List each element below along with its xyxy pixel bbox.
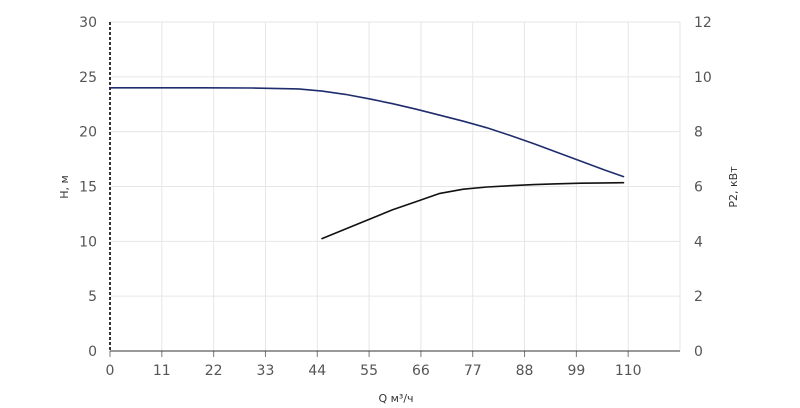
x-tick-label: 55 [360,363,378,379]
axes [109,22,680,357]
y-left-tick-label: 10 [79,234,97,250]
x-tick-label: 33 [257,363,275,379]
x-tick-label: 11 [153,363,171,379]
y-right-tick-label: 4 [694,234,703,250]
y-right-tick-label: 10 [694,70,712,86]
y-right-tick-label: 12 [694,15,712,31]
y-left-tick-label: 0 [88,344,97,360]
x-tick-label: 66 [412,363,430,379]
x-tick-label: 0 [106,363,115,379]
tick-labels: 0 11 22 33 44 55 66 77 88 99 110 0 5 10 15 20 25 30 0 2 4 6 8 1… [79,15,712,379]
y-right-tick-label: 2 [694,289,703,305]
y-right-tick-label: 8 [694,125,703,141]
head-curve-line [109,87,625,178]
x-tick-label: 77 [464,363,482,379]
y-left-tick-label: 25 [79,70,97,86]
x-tick-label: 22 [205,363,223,379]
y-left-tick-label: 5 [88,289,97,305]
y-left-tick-label: 30 [79,15,97,31]
x-tick-label: 110 [615,363,642,379]
y-right-tick-label: 6 [694,180,703,196]
grid [110,21,681,351]
power-curve-line [321,181,625,240]
y-right-axis-title: P2, кВт [727,166,740,208]
y-right-tick-label: 0 [694,344,703,360]
x-tick-label: 99 [567,363,585,379]
y-left-axis-title: Н, м [58,175,71,199]
x-tick-label: 44 [308,363,326,379]
series-group [109,87,625,240]
y-left-tick-label: 15 [79,180,97,196]
y-left-tick-label: 20 [79,125,97,141]
x-tick-label: 88 [516,363,534,379]
x-axis-title: Q м³/ч [378,392,413,405]
